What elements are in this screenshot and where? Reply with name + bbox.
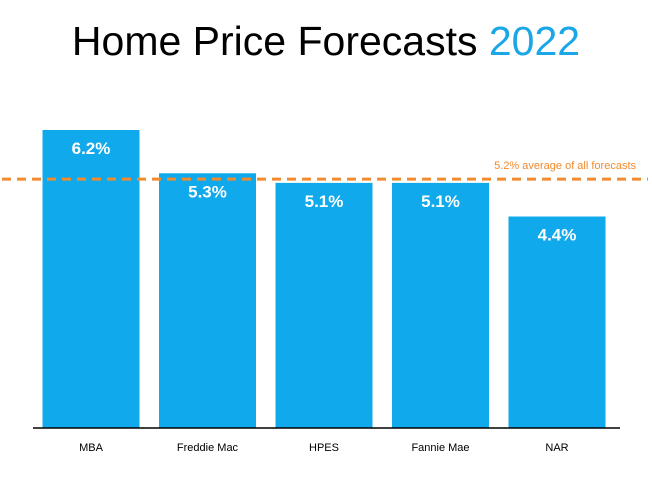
bar-fannie-mae bbox=[392, 182, 489, 428]
bar-mba bbox=[42, 130, 140, 428]
bar-value-label: 5.1% bbox=[305, 192, 344, 211]
bar-value-label: 6.2% bbox=[72, 139, 111, 158]
bar-value-label: 5.1% bbox=[421, 192, 460, 211]
bar-freddie-mac bbox=[159, 173, 256, 428]
bar-hpes bbox=[275, 182, 373, 428]
category-label: MBA bbox=[79, 442, 104, 454]
average-line-label: 5.2% average of all forecasts bbox=[494, 160, 636, 172]
title-main: Home Price Forecasts bbox=[71, 18, 478, 64]
bar-value-label: 5.3% bbox=[188, 182, 227, 201]
title-year: 2022 bbox=[488, 18, 581, 64]
category-label: NAR bbox=[545, 442, 568, 454]
category-labels: MBA Freddie Mac HPES Fannie Mae NAR bbox=[79, 442, 569, 454]
average-line-layer: 5.2% average of all forecasts bbox=[2, 160, 648, 181]
bar-value-label: 4.4% bbox=[538, 226, 577, 245]
category-label: HPES bbox=[309, 442, 339, 454]
bars-layer: 6.2% 5.3% 5.1% 5.1% 4.4% bbox=[42, 130, 606, 428]
category-label: Freddie Mac bbox=[177, 442, 239, 454]
bar-nar bbox=[508, 216, 606, 428]
chart-title: Home Price Forecasts 2022 bbox=[0, 18, 652, 65]
category-label: Fannie Mae bbox=[411, 442, 469, 454]
